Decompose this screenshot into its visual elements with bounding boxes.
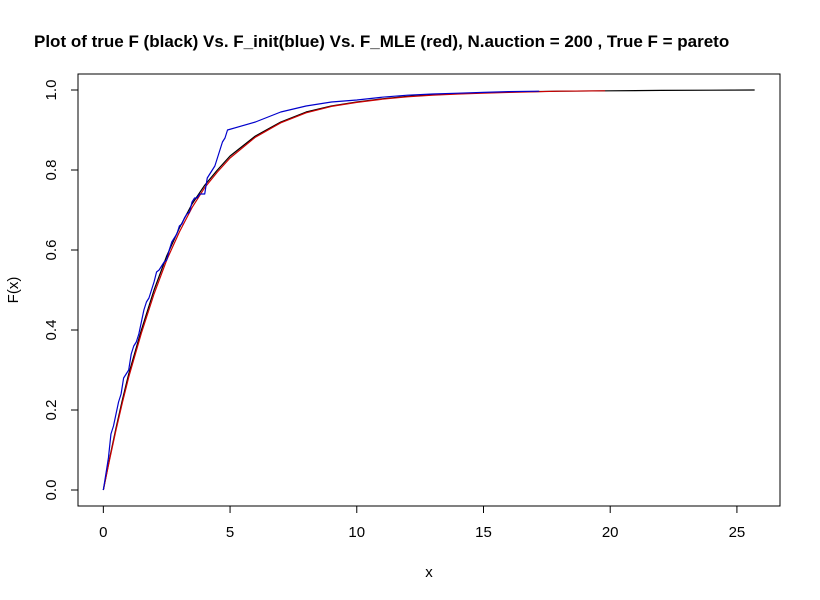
x-tick-label: 0 bbox=[99, 524, 107, 541]
f-mle-line bbox=[102, 90, 606, 491]
y-tick-label: 0.8 bbox=[43, 160, 60, 181]
x-tick-label: 15 bbox=[475, 524, 492, 541]
x-axis-label: x bbox=[425, 564, 433, 581]
x-tick-label: 25 bbox=[729, 524, 746, 541]
y-tick-label: 0.4 bbox=[43, 320, 60, 341]
x-axis: 0 5 10 15 20 25 bbox=[99, 505, 746, 541]
y-axis: 0.0 0.2 0.4 0.6 0.8 1.0 bbox=[43, 80, 79, 501]
series-layer bbox=[102, 89, 755, 491]
plot-frame bbox=[77, 73, 781, 507]
y-tick-label: 0.0 bbox=[43, 480, 60, 501]
y-tick-label: 1.0 bbox=[43, 80, 60, 101]
x-tick-label: 5 bbox=[226, 524, 234, 541]
true-f-line bbox=[102, 89, 755, 491]
x-tick-label: 10 bbox=[348, 524, 365, 541]
y-tick-label: 0.6 bbox=[43, 240, 60, 261]
y-tick-label: 0.2 bbox=[43, 400, 60, 421]
y-axis-label: F(x) bbox=[5, 277, 22, 304]
chart-title: Plot of true F (black) Vs. F_init(blue) … bbox=[34, 32, 729, 51]
x-tick-label: 20 bbox=[602, 524, 619, 541]
f-init-line bbox=[102, 90, 540, 491]
